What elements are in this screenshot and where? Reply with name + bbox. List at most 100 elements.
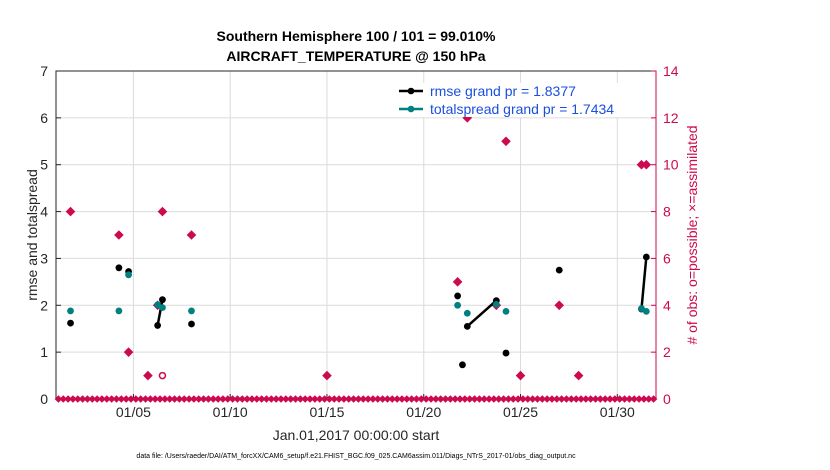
obs-zero-marker [262,395,271,403]
obs-zero-marker [509,395,518,403]
series-line-rmse [156,299,164,326]
y-tick-label-right: 14 [663,63,679,79]
obs-zero-marker [344,395,353,403]
obs-zero-marker [354,395,363,403]
obs-zero-marker [514,395,522,403]
obs-assimilated-marker [114,230,124,240]
obs-zero-marker [635,395,643,403]
obs-zero-marker [180,395,189,403]
y-tick-label-right: 10 [663,157,679,173]
obs-assimilated-marker [322,370,332,381]
obs-zero-marker [204,395,213,403]
series-point-rmse [154,322,162,329]
legend-label-spread: totalspread grand pr = 1.7434 [430,101,614,117]
obs-zero-marker [432,395,440,403]
y-tick-label-left: 0 [40,391,48,407]
obs-zero-marker [562,395,571,403]
obs-zero-marker [228,395,237,403]
obs-assimilated-marker [573,370,584,381]
obs-zero-marker [223,395,232,403]
obs-zero-marker [528,395,537,403]
obs-zero-marker [349,395,358,403]
obs-zero-marker [499,395,508,403]
y-tick-label-left: 1 [40,344,48,360]
obs-zero-marker [398,395,406,403]
obs-zero-marker [277,395,285,403]
data-file-footer: data file: /Users/raeder/DAI/ATM_forcXX/… [136,453,576,460]
series-point-rmse [159,296,166,304]
obs-zero-marker [209,395,218,403]
x-tick-label: 01/05 [116,404,151,420]
obs-zero-marker [504,395,513,403]
obs-zero-marker [78,395,87,403]
obs-zero-marker [170,395,179,403]
series-point-spread [159,304,166,312]
obs-zero-marker [146,395,155,403]
obs-zero-marker [132,395,140,403]
obs-assimilated-marker [636,159,647,170]
obs-zero-marker [373,395,382,403]
obs-zero-marker [359,395,368,403]
series-point-rmse [454,292,462,300]
series-point-spread [463,309,471,317]
series-point-spread [125,271,132,279]
obs-zero-marker [330,395,339,403]
series-point-spread [502,307,510,315]
obs-zero-marker [427,395,435,403]
x-tick-label: 01/10 [213,404,248,420]
y-tick-label-left: 4 [40,204,48,220]
obs-zero-marker [136,395,145,403]
series-point-spread [454,301,462,309]
legend-marker-spread [407,105,415,113]
obs-zero-marker [122,395,130,403]
obs-zero-marker [446,395,455,403]
obs-zero-marker [156,395,164,403]
series-point-rmse [555,266,563,274]
obs-zero-marker [490,395,498,403]
obs-zero-marker [625,395,634,403]
obs-zero-marker [238,395,247,403]
y-tick-label-right: 12 [663,110,679,126]
obs-zero-marker [422,395,430,403]
obs-zero-marker [219,395,227,403]
y-tick-label-right: 2 [663,344,671,360]
series-point-rmse [67,319,74,327]
obs-zero-marker [88,395,97,403]
obs-zero-marker [117,395,126,403]
series-point-rmse [188,320,195,328]
obs-zero-marker [335,395,343,403]
y-tick-label-left: 5 [40,157,48,173]
obs-zero-marker [175,395,184,403]
obs-zero-marker [611,395,619,403]
series-point-spread [115,307,123,315]
obs-zero-marker [59,395,68,403]
obs-zero-marker [243,395,251,403]
y-axis-label-left: rmse and totalspread [24,169,40,301]
chart-title: Southern Hemisphere 100 / 101 = 99.010% [217,28,497,44]
obs-zero-marker [112,395,121,403]
obs-zero-marker [383,395,392,403]
grid [56,71,656,399]
obs-zero-marker [538,395,547,403]
obs-zero-marker [577,395,585,403]
obs-zero-marker [615,395,624,403]
obs-zero-marker [582,395,590,403]
series-point-rmse [115,264,123,272]
obs-zero-marker [586,395,595,403]
obs-assimilated-marker [554,300,565,311]
obs-zero-marker [475,395,484,403]
y-tick-label-left: 7 [40,63,48,79]
obs-zero-marker [127,395,135,403]
obs-zero-marker [69,395,77,403]
obs-zero-marker [470,395,479,403]
obs-zero-marker [325,395,334,403]
obs-assimilated-marker [143,370,153,381]
axis-ticks: 01/05 01/10 01/15 01/20 01/25 01/300123456702… [40,63,679,420]
x-axis-label: Jan.01,2017 00:00:00 start [273,427,440,443]
obs-zero-marker [451,395,459,403]
obs-zero-marker [161,395,169,403]
series-point-spread [492,300,500,308]
obs-zero-marker [378,395,387,403]
y-axis-label-right: # of obs: o=possible; ×=assimilated [684,125,700,344]
